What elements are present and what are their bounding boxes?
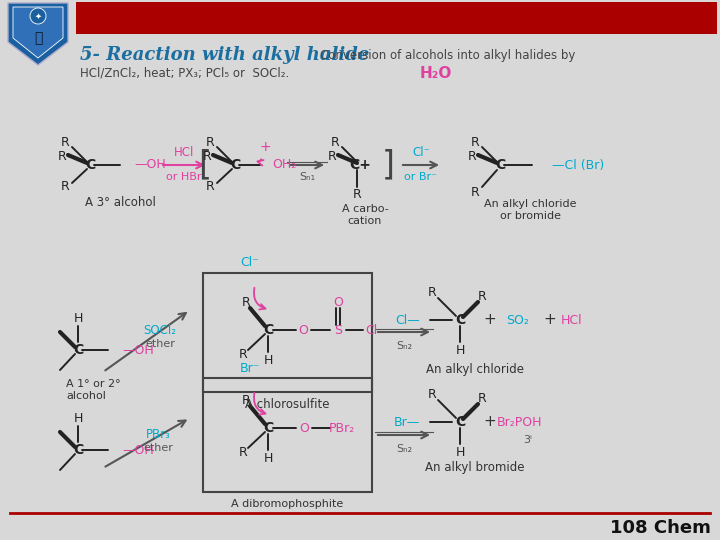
- Text: SO₂: SO₂: [507, 314, 529, 327]
- Text: C: C: [230, 158, 240, 172]
- Text: +: +: [544, 313, 557, 327]
- Text: or Br⁻: or Br⁻: [405, 172, 438, 182]
- Circle shape: [30, 8, 46, 24]
- Text: ether: ether: [143, 443, 173, 453]
- Text: O: O: [299, 422, 309, 435]
- Text: C: C: [455, 415, 465, 429]
- Text: R: R: [471, 137, 480, 150]
- Text: R: R: [206, 180, 215, 193]
- Text: PBr₂: PBr₂: [329, 422, 355, 435]
- Text: —OH: —OH: [122, 343, 154, 356]
- Text: H: H: [264, 354, 273, 367]
- Text: —Cl (Br): —Cl (Br): [552, 159, 604, 172]
- Text: HCl: HCl: [174, 146, 194, 159]
- Text: An alkyl chloride: An alkyl chloride: [426, 363, 524, 376]
- Text: 5- Reaction with alkyl halide: 5- Reaction with alkyl halide: [80, 46, 369, 64]
- Text: C: C: [73, 343, 83, 357]
- Text: H: H: [264, 451, 273, 464]
- Text: Sₙ₂: Sₙ₂: [396, 341, 412, 351]
- Text: R: R: [428, 286, 436, 299]
- Text: R: R: [58, 151, 66, 164]
- Text: A dibromophosphite: A dibromophosphite: [231, 499, 343, 509]
- Text: R: R: [428, 388, 436, 401]
- Bar: [76, 2, 717, 34]
- Text: 📖: 📖: [34, 31, 42, 45]
- Text: A carbo-
cation: A carbo- cation: [341, 204, 388, 226]
- Text: H₂O: H₂O: [420, 65, 452, 80]
- Text: Cl⁻: Cl⁻: [240, 256, 259, 269]
- Text: Br⁻: Br⁻: [240, 361, 260, 375]
- Text: H: H: [73, 411, 83, 424]
- Text: 108 Chem: 108 Chem: [610, 519, 711, 537]
- Text: O: O: [333, 295, 343, 308]
- Text: R: R: [202, 151, 212, 164]
- Text: C: C: [85, 158, 95, 172]
- Text: O: O: [298, 323, 308, 336]
- Text: R: R: [242, 295, 251, 308]
- Text: 3ⁱ: 3ⁱ: [523, 435, 533, 445]
- Text: OH₂: OH₂: [272, 159, 296, 172]
- Text: S: S: [334, 323, 342, 336]
- Text: C: C: [495, 158, 505, 172]
- Text: Cl—: Cl—: [395, 314, 420, 327]
- Text: A 1° or 2°
alcohol: A 1° or 2° alcohol: [66, 379, 121, 401]
- Text: C: C: [263, 323, 273, 337]
- Text: ✦: ✦: [35, 11, 42, 21]
- Text: C: C: [263, 421, 273, 435]
- Text: R: R: [238, 348, 248, 361]
- Text: SOCl₂: SOCl₂: [143, 323, 176, 336]
- Text: HCl/ZnCl₂, heat; PX₃; PCl₅ or  SOCl₂.: HCl/ZnCl₂, heat; PX₃; PCl₅ or SOCl₂.: [80, 66, 289, 79]
- Text: HCl: HCl: [561, 314, 582, 327]
- Text: R: R: [206, 137, 215, 150]
- Text: C: C: [73, 443, 83, 457]
- Text: H: H: [455, 343, 464, 356]
- Text: H: H: [73, 312, 83, 325]
- Text: PBr₃: PBr₃: [145, 429, 171, 442]
- Text: C: C: [455, 313, 465, 327]
- Text: H: H: [455, 446, 464, 458]
- Text: R: R: [330, 137, 339, 150]
- Text: An alkyl bromide: An alkyl bromide: [426, 462, 525, 475]
- Polygon shape: [13, 7, 63, 58]
- Text: Cl⁻: Cl⁻: [412, 145, 430, 159]
- Text: or HBr: or HBr: [166, 172, 202, 182]
- Text: Sₙ₁: Sₙ₁: [299, 172, 315, 182]
- Text: A 3° alcohol: A 3° alcohol: [85, 197, 156, 210]
- Text: An alkyl chloride
or bromide: An alkyl chloride or bromide: [484, 199, 576, 221]
- Text: A chlorosulfite: A chlorosulfite: [245, 397, 329, 410]
- Text: R: R: [477, 392, 487, 404]
- Text: R: R: [353, 188, 361, 201]
- Text: —OH: —OH: [122, 443, 154, 456]
- Text: Br—: Br—: [394, 415, 420, 429]
- Text: C+: C+: [349, 158, 371, 172]
- Text: R: R: [60, 137, 69, 150]
- Text: +: +: [259, 140, 271, 154]
- Text: R: R: [471, 186, 480, 199]
- Text: R: R: [328, 151, 336, 164]
- Text: +: +: [484, 313, 496, 327]
- Text: R: R: [238, 447, 248, 460]
- Text: R: R: [242, 394, 251, 407]
- Text: ether: ether: [145, 339, 175, 349]
- Polygon shape: [8, 3, 68, 65]
- Text: +: +: [484, 415, 496, 429]
- Text: —OH: —OH: [134, 159, 166, 172]
- Text: Sₙ₂: Sₙ₂: [396, 444, 412, 454]
- Text: R: R: [477, 289, 487, 302]
- Text: ]: ]: [382, 148, 395, 181]
- Text: Cl: Cl: [365, 323, 377, 336]
- Text: Br₂POH: Br₂POH: [498, 415, 543, 429]
- Text: R: R: [60, 180, 69, 193]
- Text: [: [: [199, 148, 212, 181]
- Text: Conversion of alcohols into alkyl halides by: Conversion of alcohols into alkyl halide…: [320, 49, 575, 62]
- Text: R: R: [467, 151, 477, 164]
